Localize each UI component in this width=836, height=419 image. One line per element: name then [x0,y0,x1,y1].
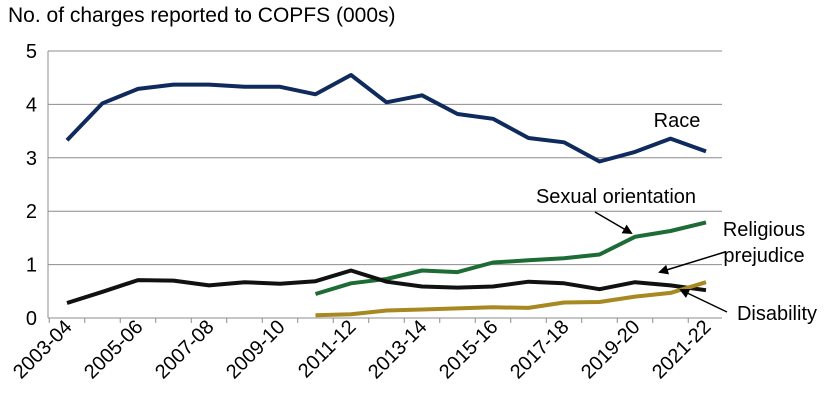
series-line-disability [315,280,707,318]
y-tick-labels: 0 1 2 3 4 5 [26,41,37,330]
series-line-race [65,73,707,164]
x-tick-label-2019-20: 2019-20 [577,316,644,383]
x-tick-label-2013-14: 2013-14 [364,316,431,383]
y-tick-label-0: 0 [26,308,37,330]
axes [47,51,722,323]
y-tick-label-1: 1 [26,255,37,277]
y-tick-label-2: 2 [26,201,37,223]
chart-title: No. of charges reported to COPFS (000s) [8,4,396,27]
x-tick-label-2021-22: 2021-22 [648,316,715,383]
gridlines [48,50,722,266]
x-tick-label-2007-08: 2007-08 [151,316,218,383]
x-tick-label-2011-12: 2011-12 [294,316,360,382]
annotations: Race Sexual orientation Religious prejudice… [536,110,817,325]
arrow-disability [679,288,728,313]
y-tick-label-4: 4 [26,94,37,116]
arrow-religious-prejudice [658,251,726,275]
annotation-sexual-orientation: Sexual orientation [536,186,696,208]
series-line-religious-prejudice [66,268,707,305]
x-tick-label-2017-18: 2017-18 [506,316,573,383]
annotation-religious-prejudice-line2: prejudice [723,245,804,267]
x-tick-label-2005-06: 2005-06 [80,316,147,383]
annotation-race: Race [654,110,701,132]
x-tick-labels: 2003-04 2005-06 2007-08 2009-10 2011-12 2013-… [9,316,715,383]
y-tick-label-3: 3 [26,148,37,170]
arrow-sexual-orientation [594,211,633,235]
annotation-religious-prejudice-line1: Religious [723,219,805,241]
annotation-disability: Disability [737,303,817,325]
x-tick-label-2003-04: 2003-04 [9,316,76,383]
x-tick-label-2015-16: 2015-16 [435,316,502,383]
series-lines [65,73,707,318]
x-tick-label-2009-10: 2009-10 [222,316,289,383]
y-tick-label-5: 5 [26,41,37,63]
